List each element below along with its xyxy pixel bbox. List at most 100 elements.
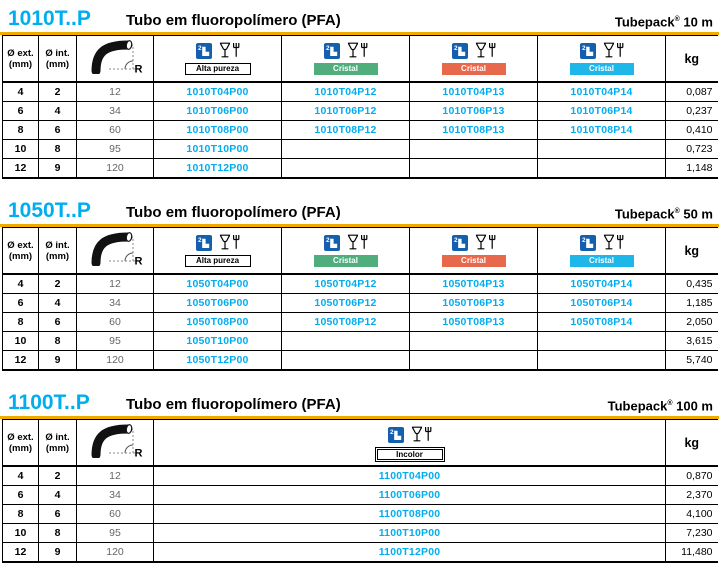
int-diameter-value: 4 bbox=[38, 293, 77, 313]
bend-radius-value: 120 bbox=[76, 350, 154, 371]
int-diameter-value: 8 bbox=[38, 331, 77, 351]
ext-diameter-value: 10 bbox=[2, 523, 39, 543]
ext-diameter-value: 12 bbox=[2, 350, 39, 371]
bend-radius-icon: R bbox=[91, 40, 143, 76]
product-code: 1050T08P14 bbox=[537, 312, 666, 332]
accent-rule bbox=[0, 32, 719, 35]
tubepack-info: Tubepack® 100 m bbox=[607, 398, 713, 413]
table-row: 8 6 60 1050T08P00 1050T08P12 1050T08P13 105… bbox=[2, 312, 718, 332]
table-row: 8 6 60 1100T08P00 4,100 bbox=[2, 504, 718, 524]
bend-radius-value: 95 bbox=[76, 523, 154, 543]
product-code: 1010T08P14 bbox=[537, 120, 666, 140]
table-row: 12 9 120 1050T12P00 5,740 bbox=[2, 350, 718, 371]
material-badge: Alta pureza bbox=[184, 63, 251, 75]
tubepack-length: 100 m bbox=[676, 398, 713, 413]
product-code: 1050T04P00 bbox=[153, 273, 282, 294]
col-header-kg: kg bbox=[665, 419, 718, 467]
bend-radius-value: 60 bbox=[76, 120, 154, 140]
bend-radius-value: 120 bbox=[76, 542, 154, 563]
product-code: 1050T06P12 bbox=[281, 293, 410, 313]
product-code: 1050T04P13 bbox=[409, 273, 538, 294]
int-diameter-value: 2 bbox=[38, 465, 77, 486]
product-code: 1010T06P13 bbox=[409, 101, 538, 121]
product-code: 1010T08P13 bbox=[409, 120, 538, 140]
bend-radius-value: 60 bbox=[76, 504, 154, 524]
product-code bbox=[537, 331, 666, 351]
material-icons: 2 bbox=[283, 233, 409, 251]
weight-value: 2,370 bbox=[665, 485, 718, 505]
bend-radius-value: 12 bbox=[76, 81, 154, 102]
food-contact-icon bbox=[346, 234, 368, 251]
material-badge: Cristal bbox=[313, 63, 378, 75]
col-header-radius: R bbox=[76, 419, 154, 467]
header-row: Ø ext. (mm) Ø int. (mm) R 2 Alta pureza 2 bbox=[2, 227, 718, 275]
material-badge: Cristal bbox=[441, 63, 506, 75]
material-icon: 2 bbox=[451, 235, 468, 251]
product-code bbox=[409, 158, 538, 179]
weight-value: 0,870 bbox=[665, 465, 718, 486]
ext-diameter-value: 8 bbox=[2, 120, 39, 140]
ext-diameter-value: 6 bbox=[2, 485, 39, 505]
material-icons: 2 bbox=[539, 233, 665, 251]
product-code bbox=[281, 350, 410, 371]
int-diameter-value: 8 bbox=[38, 523, 77, 543]
int-diameter-value: 6 bbox=[38, 312, 77, 332]
product-code bbox=[537, 350, 666, 371]
material-icons: 2 bbox=[155, 233, 281, 251]
table-row: 4 2 12 1100T04P00 0,870 bbox=[2, 465, 718, 486]
table-row: 6 4 34 1050T06P00 1050T06P12 1050T06P13 105… bbox=[2, 293, 718, 313]
accent-rule bbox=[0, 224, 719, 227]
tubepack-length: 50 m bbox=[683, 206, 713, 221]
weight-value: 5,740 bbox=[665, 350, 718, 371]
table-row: 12 9 120 1100T12P00 11,480 bbox=[2, 542, 718, 563]
col-header-material: 2 Cristal bbox=[281, 227, 410, 275]
material-icon: 2 bbox=[195, 43, 212, 59]
material-icons: 2 bbox=[283, 41, 409, 59]
food-contact-icon bbox=[602, 234, 624, 251]
weight-value: 0,410 bbox=[665, 120, 718, 140]
table-row: 10 8 95 1100T10P00 7,230 bbox=[2, 523, 718, 543]
bend-radius-value: 12 bbox=[76, 273, 154, 294]
weight-value: 2,050 bbox=[665, 312, 718, 332]
product-code bbox=[409, 331, 538, 351]
int-diameter-value: 8 bbox=[38, 139, 77, 159]
col-header-ext: Ø ext. (mm) bbox=[2, 227, 39, 275]
svg-text:2: 2 bbox=[198, 45, 202, 52]
section-title: 1010T..P bbox=[8, 7, 91, 30]
header-row: Ø ext. (mm) Ø int. (mm) R 2 Alta pureza 2 bbox=[2, 35, 718, 83]
material-badge: Cristal bbox=[569, 255, 634, 267]
food-contact-icon bbox=[602, 42, 624, 59]
bend-radius-value: 120 bbox=[76, 158, 154, 179]
section-subtitle: Tubo em fluoropolímero (PFA) bbox=[126, 12, 341, 29]
svg-text:2: 2 bbox=[326, 237, 330, 244]
material-icon: 2 bbox=[323, 43, 340, 59]
material-badge: Cristal bbox=[313, 255, 378, 267]
weight-value: 7,230 bbox=[665, 523, 718, 543]
product-code: 1050T12P00 bbox=[153, 350, 282, 371]
product-code: 1100T10P00 bbox=[153, 523, 666, 543]
table-row: 4 2 12 1050T04P00 1050T04P12 1050T04P13 105… bbox=[2, 273, 718, 294]
material-icon: 2 bbox=[579, 235, 596, 251]
col-header-material: 2 Cristal bbox=[409, 35, 538, 83]
material-icons: 2 bbox=[155, 425, 665, 443]
svg-text:2: 2 bbox=[454, 45, 458, 52]
product-code: 1100T06P00 bbox=[153, 485, 666, 505]
food-contact-icon bbox=[346, 42, 368, 59]
table-row: 10 8 95 1050T10P00 3,615 bbox=[2, 331, 718, 351]
product-code: 1010T06P14 bbox=[537, 101, 666, 121]
ext-diameter-value: 12 bbox=[2, 158, 39, 179]
catalog-page: 1010T..P Tubo em fluoropolímero (PFA) Tu… bbox=[0, 5, 719, 563]
table-row: 8 6 60 1010T08P00 1010T08P12 1010T08P13 101… bbox=[2, 120, 718, 140]
ext-diameter-value: 6 bbox=[2, 101, 39, 121]
ext-diameter-value: 12 bbox=[2, 542, 39, 563]
product-code: 1100T08P00 bbox=[153, 504, 666, 524]
svg-text:2: 2 bbox=[454, 237, 458, 244]
bend-radius-value: 34 bbox=[76, 485, 154, 505]
product-code: 1010T06P00 bbox=[153, 101, 282, 121]
product-code: 1010T06P12 bbox=[281, 101, 410, 121]
product-code: 1050T06P14 bbox=[537, 293, 666, 313]
table-row: 6 4 34 1100T06P00 2,370 bbox=[2, 485, 718, 505]
bend-radius-icon: R bbox=[91, 232, 143, 268]
product-code: 1050T08P12 bbox=[281, 312, 410, 332]
section-title: 1050T..P bbox=[8, 199, 91, 222]
